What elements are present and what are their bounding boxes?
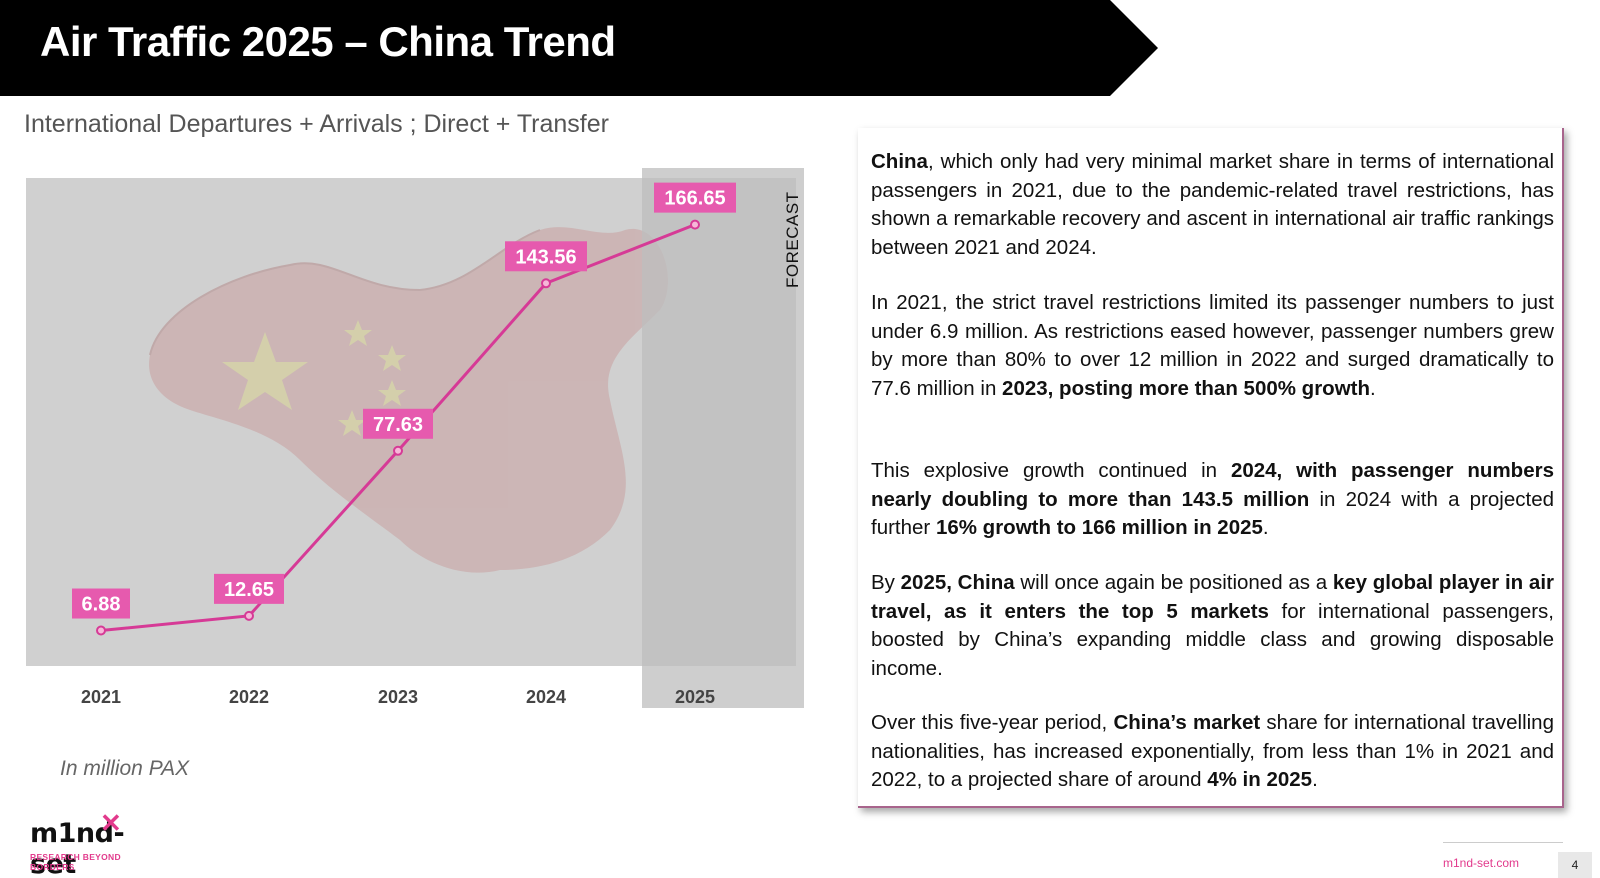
page-number: 4 (1558, 852, 1592, 878)
x-tick-label: 2021 (81, 687, 121, 707)
data-label: 166.65 (664, 188, 725, 210)
logo-x-mark: ✕ (100, 808, 122, 838)
text-run: . (1312, 768, 1318, 791)
forecast-band (642, 168, 804, 708)
logo-wordmark: m1nd-set (30, 818, 125, 878)
logo-tagline: RESEARCH BEYOND BORDERS (30, 852, 121, 872)
commentary-paragraph-3: This explosive growth continued in 2024,… (871, 457, 1554, 543)
x-tick-label: 2023 (378, 687, 418, 707)
bold-text-run: 4% in 2025 (1207, 768, 1313, 791)
x-tick-label: 2024 (526, 687, 566, 707)
page-title: Air Traffic 2025 – China Trend (40, 18, 616, 65)
data-point (393, 445, 403, 456)
data-point (96, 625, 106, 636)
text-run: This explosive growth continued in (871, 459, 1231, 482)
data-label-background (363, 408, 433, 439)
data-label-background (654, 182, 736, 213)
data-label-background (72, 588, 130, 619)
bold-text-run: 2023, posting more than 500% growth (1002, 376, 1370, 400)
bold-text-run: 16% growth to 166 million in 2025 (935, 516, 1263, 539)
bold-text-run: key global player in air travel, as it e… (871, 571, 1554, 623)
data-point (244, 610, 254, 621)
star-icon (344, 320, 372, 346)
text-run: In 2021, the strict travel restrictions … (871, 291, 1554, 400)
title-banner: Air Traffic 2025 – China Trend (0, 0, 1160, 96)
text-run: in 2024 with a projected further (871, 487, 1555, 540)
data-point (690, 219, 700, 230)
bold-text-run: China (871, 150, 928, 173)
commentary-paragraph-4: By 2025, China will once again be positi… (871, 569, 1554, 683)
star-icon (338, 410, 366, 436)
x-tick-label: 2022 (229, 687, 269, 707)
line-chart: FORECAST 6.88 2021 12.65 2022 77.63 2023 143.5… (0, 160, 820, 740)
chart-svg: FORECAST 6.88 2021 12.65 2022 77.63 2023 143.5… (26, 168, 804, 708)
star-icon (378, 380, 406, 406)
commentary-paragraph-2: In 2021, the strict travel restrictions … (871, 289, 1554, 403)
text-run: By (871, 571, 901, 594)
commentary-box: China, which only had very minimal marke… (858, 128, 1564, 808)
text-run: for international passengers, boosted by… (871, 599, 1554, 680)
data-label: 143.56 (515, 246, 576, 268)
bold-text-run: China’s market (1113, 711, 1261, 734)
china-map-watermark (149, 227, 668, 573)
bold-text-run: 2025, China (900, 571, 1015, 594)
title-banner-shape (0, 0, 1158, 96)
commentary-paragraph-5: Over this five-year period, China’s mark… (871, 709, 1554, 795)
footer-divider (1443, 842, 1563, 843)
footer-url-link[interactable]: m1nd-set.com (1443, 856, 1520, 870)
text-run: share for international travelling natio… (871, 711, 1554, 791)
data-label: 77.63 (373, 414, 423, 436)
text-run: , which only had very minimal market sha… (871, 150, 1554, 259)
mindset-logo: m1nd-set ✕ RESEARCH BEYOND BORDERS (28, 808, 168, 878)
text-run: will once again be positioned as a (1014, 571, 1333, 594)
unit-note: In million PAX (60, 757, 190, 780)
data-label: 12.65 (224, 579, 274, 601)
star-icon (378, 345, 406, 371)
data-label: 6.88 (82, 594, 121, 616)
x-tick-label: 2025 (675, 687, 715, 707)
data-label-background (214, 573, 284, 604)
data-point (541, 278, 551, 289)
chart-subtitle: International Departures + Arrivals ; Di… (24, 110, 609, 138)
data-label-background (505, 241, 587, 272)
text-run: . (1370, 376, 1376, 400)
text-run: . (1262, 516, 1269, 539)
star-icon (222, 332, 308, 410)
forecast-label: FORECAST (783, 191, 802, 288)
bold-text-run: 2024, with passenger numbers nearly doub… (871, 459, 1554, 511)
text-run: Over this five-year period, (871, 711, 1114, 734)
commentary-paragraph-1: China, which only had very minimal marke… (871, 148, 1554, 262)
